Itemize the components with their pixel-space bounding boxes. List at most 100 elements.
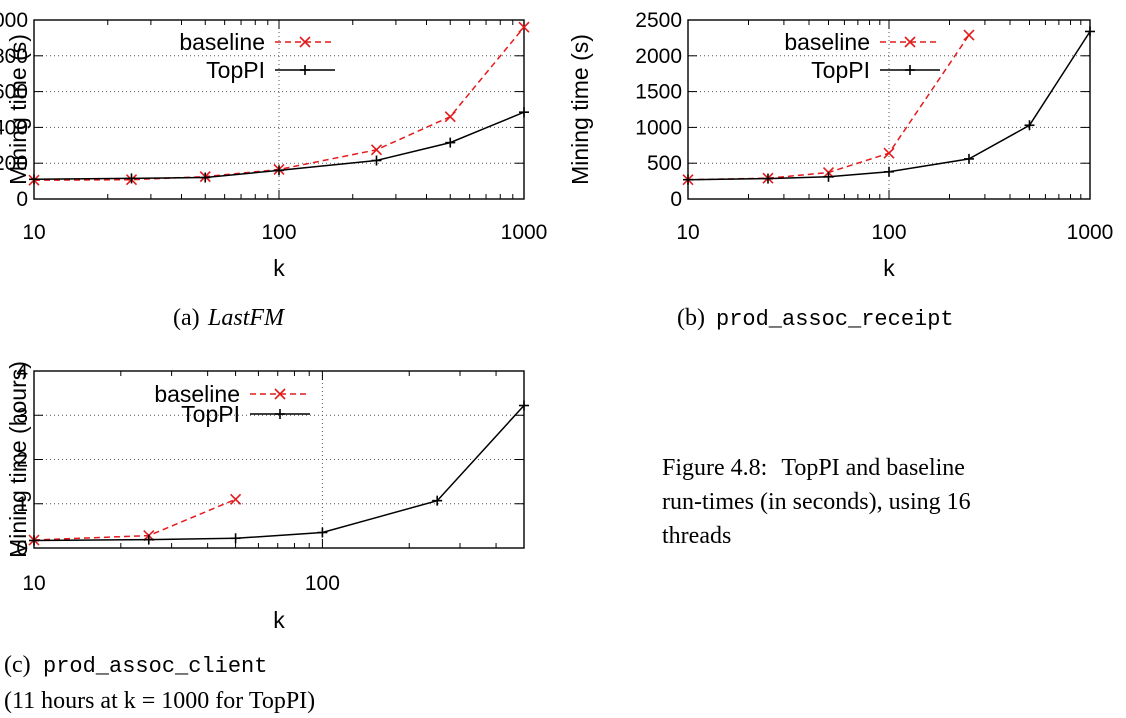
data-point-baseline [518,21,530,33]
data-point-toppi [200,172,211,183]
y-tick-label: 200 [0,152,28,175]
series-toppi [29,107,529,185]
caption-b-prefix: (b) [677,305,705,331]
caption-c-name: prod_assoc_client [43,654,267,679]
legend-marker-toppi [275,409,285,419]
y-tick-label: 1 [16,493,28,516]
x-axis-label: k [273,255,285,281]
data-point-baseline [883,147,895,159]
series-line-baseline [33,498,236,541]
y-tick-label: 3 [16,404,28,427]
x-axis-label: k [273,607,285,633]
data-point-baseline-stroke2 [230,493,242,505]
figure-caption-text1: TopPI and baseline [781,455,965,481]
y-tick-label: 2500 [635,9,682,32]
data-point-toppi [519,107,529,118]
data-point-toppi [762,173,773,184]
caption-a-name: LastFM [207,305,286,331]
data-point-toppi [1085,26,1095,37]
x-tick-label: 1000 [1067,221,1114,244]
x-tick-label: 10 [22,221,45,244]
chart-c: 0 1 2 3 4 10 100 k Mining time (hours) baselineTo… [5,360,529,633]
data-point-toppi [683,174,693,185]
caption-c-prefix: (c) [4,652,31,678]
caption-a: (a) LastFM [173,305,286,331]
data-point-toppi [371,155,382,166]
data-point-baseline-stroke2 [883,147,895,159]
legend-marker-toppi [300,65,310,75]
y-axis-label: Mining time (hours) [5,361,31,558]
figure-caption-line3: threads [662,523,731,549]
y-tick-label: 1500 [635,81,682,104]
legend-label-baseline: baseline [154,381,240,407]
legend-label-toppi: TopPI [206,57,265,83]
figure-caption-line2: run-times (in seconds), using 16 [662,489,971,515]
data-point-toppi [823,171,834,182]
legend-marker-baseline [299,36,311,48]
y-tick-label: 800 [0,45,28,68]
chart-a: 0 200 400 600 800 1000 10 100 1000 k Mining time (… [0,9,547,281]
y-tick-label: 4 [16,360,28,383]
x-tick-label: 100 [871,221,906,244]
data-point-baseline-stroke2 [963,29,975,41]
series-line-toppi [33,404,525,542]
data-point-baseline [963,29,975,41]
caption-b: (b) prod_assoc_receipt [677,305,954,332]
legend-marker-baseline [904,36,916,48]
y-axis-label: Mining time (s) [567,34,593,185]
x-tick-label: 10 [22,572,45,595]
data-point-toppi [317,527,328,538]
caption-b-name: prod_assoc_receipt [716,307,954,332]
caption-c: (c) prod_assoc_client (11 hours at k = 1… [4,652,315,714]
data-point-baseline-stroke2 [518,21,530,33]
data-point-toppi [143,534,154,545]
y-tick-label: 2 [16,449,28,472]
legend-label-toppi: TopPI [181,401,240,427]
data-point-toppi [884,166,894,177]
legend-label-baseline: baseline [784,29,870,55]
series-toppi [29,400,529,546]
data-point-baseline [444,111,456,123]
x-tick-label: 1000 [501,221,548,244]
data-point-toppi [274,165,284,176]
plot-frame [687,19,1091,200]
series-baseline [28,493,242,546]
y-tick-label: 1000 [635,116,682,139]
legend-marker-baseline-stroke2 [299,36,311,48]
legend-marker-toppi [905,65,915,75]
data-point-toppi [1024,120,1035,131]
x-tick-label: 10 [676,221,699,244]
figure-caption: Figure 4.8: TopPI and baseline run-times … [662,455,971,549]
data-point-toppi [29,535,39,546]
series-toppi [683,26,1095,185]
y-tick-label: 0 [16,537,28,560]
y-tick-label: 0 [670,188,682,211]
chart-b: 0 500 1000 1500 2000 2500 10 100 1000 k Mining tim… [567,9,1113,281]
x-axis-label: k [883,255,895,281]
x-tick-label: 100 [305,572,340,595]
series-line-toppi [687,31,1091,181]
x-tick-label: 100 [261,221,296,244]
data-point-toppi [29,174,39,185]
data-point-toppi [126,173,137,184]
figure-caption-label: Figure 4.8: [662,455,767,481]
data-point-toppi [230,533,241,544]
series-line-baseline [33,26,525,181]
y-axis-label: Mining time (s) [5,34,31,185]
data-point-toppi [432,495,443,506]
data-point-toppi [963,153,974,164]
caption-c-note: (11 hours at k = 1000 for TopPI) [4,688,315,714]
plot-frame [33,370,525,549]
figure-caption-line1: Figure 4.8: TopPI and baseline [662,455,965,481]
y-tick-label: 0 [16,188,28,211]
data-point-toppi [519,400,529,411]
y-tick-label: 400 [0,116,28,139]
data-point-baseline-stroke2 [444,111,456,123]
legend-label-toppi: TopPI [811,57,870,83]
data-point-baseline-stroke2 [370,144,383,156]
legend-marker-baseline-stroke2 [274,388,286,400]
y-tick-label: 2000 [635,45,682,68]
y-tick-label: 1000 [0,9,28,32]
y-tick-label: 600 [0,81,28,104]
